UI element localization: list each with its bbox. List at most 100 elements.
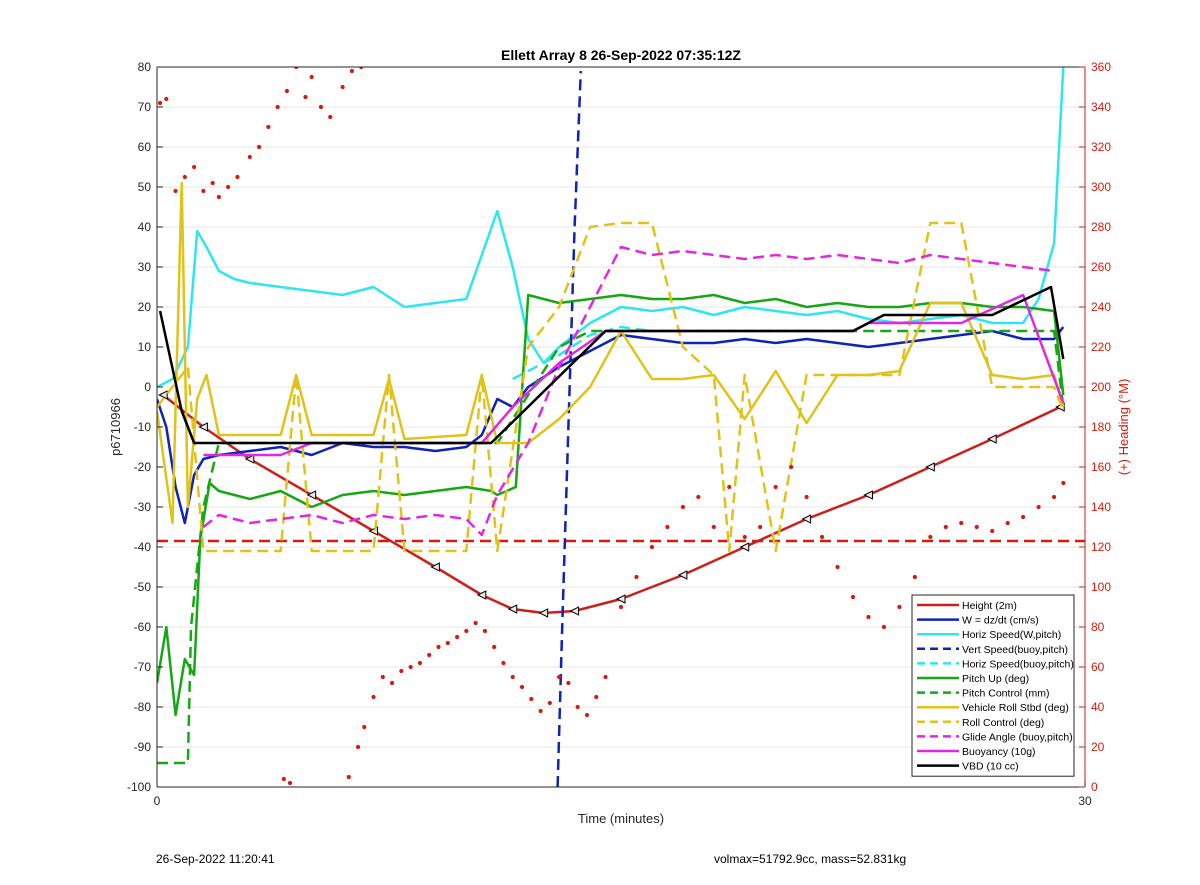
y2-tick-label: 260 xyxy=(1091,260,1111,274)
series-heading-point xyxy=(618,604,624,610)
series-heading-point xyxy=(789,464,794,470)
height-marker xyxy=(306,490,317,500)
y2-tick-label: 60 xyxy=(1091,660,1105,674)
height-marker xyxy=(430,562,440,572)
series-heading-point xyxy=(557,674,562,680)
height-marker xyxy=(801,514,812,524)
height-marker xyxy=(739,542,750,552)
series-heading-point xyxy=(216,194,221,200)
series-heading-point xyxy=(819,534,825,540)
series-heading-point xyxy=(399,668,404,674)
legend-label: Horiz Speed(W,pitch) xyxy=(962,629,1061,641)
series-buoyancy-10g-line xyxy=(203,293,1065,457)
y2-axis-label: (+) Heading (°M) xyxy=(1116,379,1131,476)
y-tick-label: 30 xyxy=(138,260,152,274)
series-heading-point xyxy=(201,188,206,194)
series-heading-point xyxy=(192,164,197,170)
y2-tick-label: 40 xyxy=(1091,700,1105,714)
series-heading-point xyxy=(711,524,716,530)
series-heading-point xyxy=(1021,514,1026,520)
series-heading-point xyxy=(371,694,376,700)
series-heading-point xyxy=(294,67,299,70)
series-heading-point xyxy=(943,524,948,530)
series-heading-point xyxy=(680,504,685,510)
series-heading-point xyxy=(727,484,732,490)
y-tick-label: -70 xyxy=(134,660,152,674)
series-heading-point xyxy=(210,180,215,186)
y2-tick-label: 220 xyxy=(1091,340,1111,354)
y-tick-label: -60 xyxy=(134,620,152,634)
series-heading-point xyxy=(473,620,478,626)
series-heading-point xyxy=(346,774,351,780)
y2-tick-label: 360 xyxy=(1091,60,1111,74)
y-tick-label: -30 xyxy=(134,500,152,514)
height-marker xyxy=(476,590,487,600)
series-heading-point xyxy=(309,74,314,80)
y2-tick-label: 340 xyxy=(1091,100,1111,114)
y-tick-label: 80 xyxy=(138,60,152,74)
y2-tick-label: 180 xyxy=(1091,420,1111,434)
x-axis-label: Time (minutes) xyxy=(578,811,664,826)
legend-label: Roll Control (deg) xyxy=(962,717,1044,729)
series-heading-point xyxy=(510,674,515,680)
height-marker xyxy=(158,390,168,400)
series-heading-point xyxy=(501,660,506,666)
series-heading-point xyxy=(959,520,964,526)
series-heading-point xyxy=(594,694,599,700)
series-heading-point xyxy=(1036,504,1041,510)
height-marker xyxy=(198,422,208,432)
y-tick-label: 20 xyxy=(138,300,152,314)
series-heading-point xyxy=(990,528,995,534)
series-vbd-10-cc-line xyxy=(158,285,1065,445)
series-roll-control-deg-line xyxy=(157,221,1065,553)
series-heading-point xyxy=(281,776,286,782)
series-heading-point xyxy=(427,652,432,658)
y2-tick-label: 100 xyxy=(1091,580,1111,594)
series-heading-point xyxy=(773,484,778,490)
height-marker xyxy=(538,608,549,618)
series-heading-point xyxy=(235,174,240,180)
series-heading-point xyxy=(328,114,333,120)
series-heading-point xyxy=(492,644,497,650)
series-heading-point xyxy=(417,660,423,666)
series-heading-point xyxy=(665,524,670,530)
series-heading-point xyxy=(634,574,639,580)
series-heading-point xyxy=(1005,520,1010,526)
footer-timestamp: 26-Sep-2022 11:20:41 xyxy=(156,852,275,866)
series-heading-point xyxy=(256,144,262,150)
legend-label: Vert Speed(buoy,pitch) xyxy=(962,644,1068,656)
series-heading-point xyxy=(519,684,525,690)
series-heading-point xyxy=(881,624,887,630)
y2-tick-label: 280 xyxy=(1091,220,1111,234)
legend-label: Buoyancy (10g) xyxy=(962,746,1036,758)
x-tick-label: 0 xyxy=(154,794,161,808)
series-heading-point xyxy=(758,524,763,530)
y-tick-label: -90 xyxy=(134,740,152,754)
y2-tick-label: 80 xyxy=(1091,620,1105,634)
series-heading-point xyxy=(318,104,324,110)
y-tick-label: 60 xyxy=(138,140,152,154)
series-heading-point xyxy=(359,67,364,70)
series-heading-point xyxy=(584,712,590,718)
series-heading-point xyxy=(355,744,361,750)
height-marker xyxy=(615,594,626,604)
series-heading-point xyxy=(850,594,856,600)
legend-label: Pitch Up (deg) xyxy=(962,673,1029,685)
series-heading-point xyxy=(928,534,933,540)
legend-label: Vehicle Roll Stbd (deg) xyxy=(962,702,1069,714)
series-heading-point xyxy=(454,634,460,640)
y-tick-label: 50 xyxy=(138,180,152,194)
series-heading-point xyxy=(287,780,293,786)
series-heading-point xyxy=(284,88,290,94)
series-heading-point xyxy=(464,628,469,634)
legend-label: Pitch Control (mm) xyxy=(962,688,1050,700)
legend-label: Glide Angle (buoy,pitch) xyxy=(962,731,1073,743)
series-heading-point xyxy=(173,188,178,194)
series-heading-point xyxy=(482,628,487,634)
chart-title: Ellett Array 8 26-Sep-2022 07:35:12Z xyxy=(501,47,741,63)
y-tick-label: -80 xyxy=(134,700,152,714)
series-heading-point xyxy=(897,604,902,610)
series-heading-point xyxy=(445,640,450,646)
series-heading-point xyxy=(164,96,169,102)
